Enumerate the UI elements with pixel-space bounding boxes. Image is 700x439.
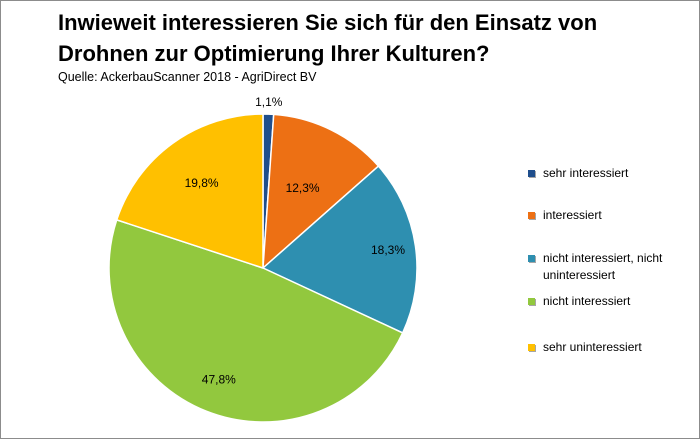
pie-slice-nicht-interessiert xyxy=(108,218,404,423)
pie-slice-label: 18,3% xyxy=(371,243,405,257)
legend-item-interessiert: interessiert xyxy=(528,207,693,224)
legend-item-nicht-interessiert: nicht interessiert xyxy=(528,293,693,310)
legend-swatch xyxy=(528,170,535,177)
pie-slice-interessiert xyxy=(262,113,380,270)
pie-slice-sehr-uninteressiert xyxy=(115,113,264,270)
pie-slice-label: 47,8% xyxy=(202,373,236,387)
pie-slices xyxy=(108,113,418,423)
pie-slice-nicht-interessiert-nicht-uninteressiert xyxy=(261,165,418,334)
legend-item-sehr-uninteressiert: sehr uninteressiert xyxy=(528,339,693,356)
legend-label: interessiert xyxy=(543,208,602,222)
legend-item-nicht-interessiert-nicht-uninteressiert: nicht interessiert, nicht uninteressiert xyxy=(528,250,693,284)
chart-title: Inwieweit interessieren Sie sich für den… xyxy=(58,10,598,66)
legend-swatch xyxy=(528,212,535,219)
pie-slice-label: 1,1% xyxy=(255,95,283,109)
pie-slice-label: 12,3% xyxy=(286,181,320,195)
pie-labels: 1,1% 12,3% 18,3% 47,8% 19,8% xyxy=(185,95,406,387)
legend-label: sehr interessiert xyxy=(543,166,629,180)
legend-swatch xyxy=(528,344,535,351)
legend-swatch xyxy=(528,255,535,262)
legend-label: sehr uninteressiert xyxy=(543,340,642,354)
legend-label: nicht interessiert, nicht uninteressiert xyxy=(543,251,663,282)
legend-swatch xyxy=(528,298,535,305)
legend-item-sehr-interessiert: sehr interessiert xyxy=(528,165,693,182)
legend-label: nicht interessiert xyxy=(543,294,631,308)
chart-source: Quelle: AckerbauScanner 2018 - AgriDirec… xyxy=(58,70,317,84)
pie-slice-label: 19,8% xyxy=(185,176,219,190)
